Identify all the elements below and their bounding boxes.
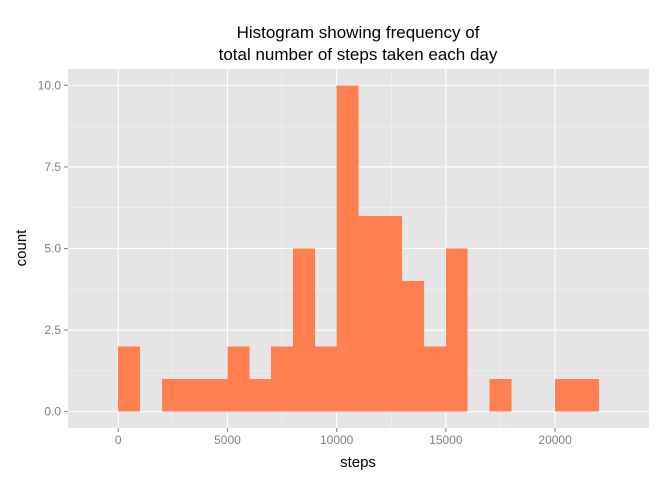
y-tick-label: 7.5 bbox=[44, 160, 61, 174]
y-axis-ticks: 0.0 2.5 5.0 7.5 10.0 bbox=[38, 78, 68, 419]
histogram-bar bbox=[183, 379, 206, 412]
histogram-bar bbox=[576, 379, 599, 412]
y-tick-label: 0.0 bbox=[44, 405, 61, 419]
histogram-bar bbox=[292, 248, 315, 412]
x-tick-label: 5000 bbox=[214, 433, 241, 447]
x-tick-label: 20000 bbox=[538, 433, 572, 447]
histogram-bar bbox=[205, 379, 228, 412]
histogram-bar bbox=[380, 215, 403, 412]
y-axis-title: count bbox=[13, 229, 30, 267]
histogram-bar bbox=[314, 346, 337, 412]
histogram-bar bbox=[336, 85, 359, 412]
histogram-bar bbox=[445, 248, 468, 412]
y-tick-label: 5.0 bbox=[44, 242, 61, 256]
histogram-bar bbox=[402, 281, 425, 412]
histogram-bar bbox=[489, 379, 512, 412]
x-axis-title: steps bbox=[340, 454, 376, 471]
histogram-bar bbox=[118, 346, 141, 412]
histogram-bar bbox=[358, 215, 381, 412]
y-tick-label: 10.0 bbox=[38, 78, 62, 92]
histogram-bar bbox=[249, 379, 272, 412]
histogram-bar bbox=[271, 346, 293, 412]
chart-title-line-1: Histogram showing frequency of bbox=[237, 23, 480, 42]
histogram-bars bbox=[118, 85, 599, 412]
histogram-bar bbox=[161, 379, 184, 412]
y-tick-label: 2.5 bbox=[44, 323, 61, 337]
x-tick-label: 0 bbox=[115, 433, 122, 447]
x-tick-label: 10000 bbox=[320, 433, 354, 447]
x-axis-ticks: 0 5000 10000 15000 20000 bbox=[115, 428, 572, 447]
x-tick-label: 15000 bbox=[429, 433, 463, 447]
histogram-bar bbox=[424, 346, 446, 412]
chart-title-line-2: total number of steps taken each day bbox=[219, 45, 498, 64]
histogram-bar bbox=[555, 379, 577, 412]
histogram-bar bbox=[227, 346, 250, 412]
